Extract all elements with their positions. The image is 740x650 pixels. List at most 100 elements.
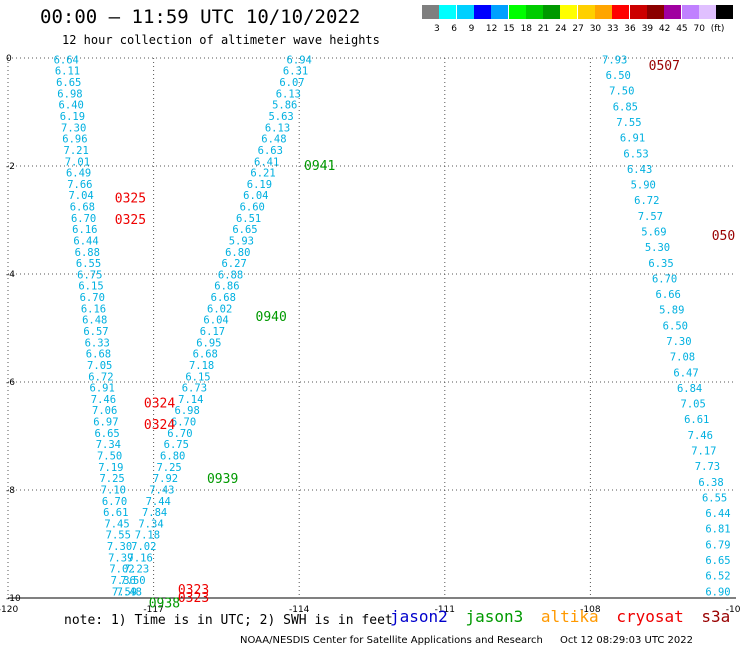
swh-value: 6.65 <box>232 224 257 236</box>
swh-value: 6.41 <box>254 156 279 168</box>
colorbar-label: 3 <box>434 24 440 34</box>
swh-value: 6.44 <box>73 235 98 247</box>
swh-value: 7.46 <box>91 394 116 406</box>
swh-value: 6.40 <box>59 100 84 112</box>
swh-value: 6.70 <box>167 428 192 440</box>
swh-value: 6.44 <box>705 508 730 520</box>
swh-value: 6.91 <box>620 133 645 145</box>
swh-value: 6.90 <box>705 586 730 598</box>
swh-value: 7.57 <box>638 211 663 223</box>
swh-value: 6.86 <box>214 281 239 293</box>
pass-time-label: 0938 <box>149 596 180 611</box>
swh-value: 7.05 <box>681 399 706 411</box>
swh-value: 6.75 <box>77 269 102 281</box>
swh-value: 7.46 <box>688 430 713 442</box>
swh-value: 7.50 <box>97 450 122 462</box>
colorbar-swatch <box>612 5 630 19</box>
y-tick-label: -8 <box>6 486 15 496</box>
swh-value: 6.04 <box>243 190 268 202</box>
swh-value: 6.61 <box>103 507 128 519</box>
swh-value: 6.33 <box>85 337 110 349</box>
swh-value: 7.19 <box>98 462 123 474</box>
swh-value: 7.92 <box>153 473 178 485</box>
y-tick-label: -6 <box>6 378 15 388</box>
swh-value: 7.66 <box>67 179 92 191</box>
swh-value: 7.34 <box>138 518 163 530</box>
swh-value: 7.30 <box>666 336 691 348</box>
legend-cryosat: cryosat <box>616 607 684 626</box>
credit-text: NOAA/NESDIS Center for Satellite Applica… <box>240 635 543 646</box>
swh-value: 7.48 <box>117 586 142 598</box>
y-tick-label: 0 <box>6 54 12 64</box>
colorbar-swatch <box>698 5 716 19</box>
swh-value: 7.08 <box>670 352 695 364</box>
swh-value: 7.10 <box>101 484 126 496</box>
swh-value: 6.02 <box>207 303 232 315</box>
swh-value: 6.66 <box>656 289 681 301</box>
swh-value: 6.17 <box>200 326 225 338</box>
swh-value: 7.50 <box>120 575 145 587</box>
swh-value: 7.30 <box>107 541 132 553</box>
colorbar-label: 27 <box>572 24 584 34</box>
x-tick-label: -114 <box>289 605 310 615</box>
pass-time-label: 050 <box>712 229 735 244</box>
swh-value: 6.70 <box>652 273 677 285</box>
swh-value: 6.31 <box>283 66 308 78</box>
colorbar-swatch <box>473 5 491 19</box>
swh-value: 5.90 <box>631 180 656 192</box>
swh-value: 6.48 <box>261 134 286 146</box>
swh-value: 6.79 <box>705 539 730 551</box>
x-tick-label: -108 <box>580 605 601 615</box>
swh-value: 6.70 <box>71 213 96 225</box>
colorbar-label: 70 <box>693 24 705 34</box>
colorbar-label: 18 <box>520 24 532 34</box>
pass-time-label: 0323 <box>178 583 209 598</box>
swh-value: 5.69 <box>641 226 666 238</box>
colorbar-swatch <box>439 5 457 19</box>
swh-value: 6.13 <box>276 88 301 100</box>
swh-value: 6.43 <box>627 164 652 176</box>
y-tick-label: -10 <box>6 594 21 604</box>
colorbar-swatch <box>716 5 734 19</box>
swh-value: 6.55 <box>702 492 727 504</box>
credit-line: NOAA/NESDIS Center for Satellite Applica… <box>240 635 693 646</box>
swh-value: 6.50 <box>663 320 688 332</box>
swh-value: 6.64 <box>54 54 79 66</box>
swh-value: 7.04 <box>68 190 93 202</box>
swh-value: 6.91 <box>90 383 115 395</box>
pass-time-label: 0939 <box>207 472 238 487</box>
pass-time-label: 0324 <box>144 418 175 433</box>
swh-value: 6.75 <box>164 439 189 451</box>
colorbar-swatch <box>525 5 543 19</box>
swh-value: 7.73 <box>695 461 720 473</box>
swh-value: 5.63 <box>268 111 293 123</box>
swh-value: 7.18 <box>135 530 160 542</box>
colorbar-swatch <box>543 5 561 19</box>
swh-value: 6.04 <box>203 315 228 327</box>
swh-value: 6.60 <box>240 202 265 214</box>
swh-value: 6.85 <box>613 101 638 113</box>
swh-value: 5.89 <box>659 305 684 317</box>
swh-value: 6.21 <box>250 168 275 180</box>
swh-value: 6.11 <box>55 66 80 78</box>
swh-value: 5.86 <box>272 100 297 112</box>
swh-value: 6.53 <box>623 148 648 160</box>
swh-value: 6.68 <box>193 349 218 361</box>
pass-time-label: 0325 <box>115 191 146 206</box>
swh-value: 6.63 <box>258 145 283 157</box>
legend-jason2: jason2 <box>390 607 448 626</box>
swh-value: 6.73 <box>182 383 207 395</box>
swh-value: 6.81 <box>705 524 730 536</box>
swh-value: 5.93 <box>229 235 254 247</box>
swh-value: 6.38 <box>698 477 723 489</box>
swh-value: 6.95 <box>196 337 221 349</box>
swh-value: 6.16 <box>81 303 106 315</box>
swh-value: 5.30 <box>645 242 670 254</box>
swh-value: 7.23 <box>124 564 149 576</box>
swh-value: 6.97 <box>93 417 118 429</box>
swh-value: 6.98 <box>175 405 200 417</box>
swh-value: 7.02 <box>131 541 156 553</box>
colorbar-swatch <box>456 5 474 19</box>
swh-value: 6.61 <box>684 414 709 426</box>
colorbar-label: 6 <box>451 24 458 34</box>
